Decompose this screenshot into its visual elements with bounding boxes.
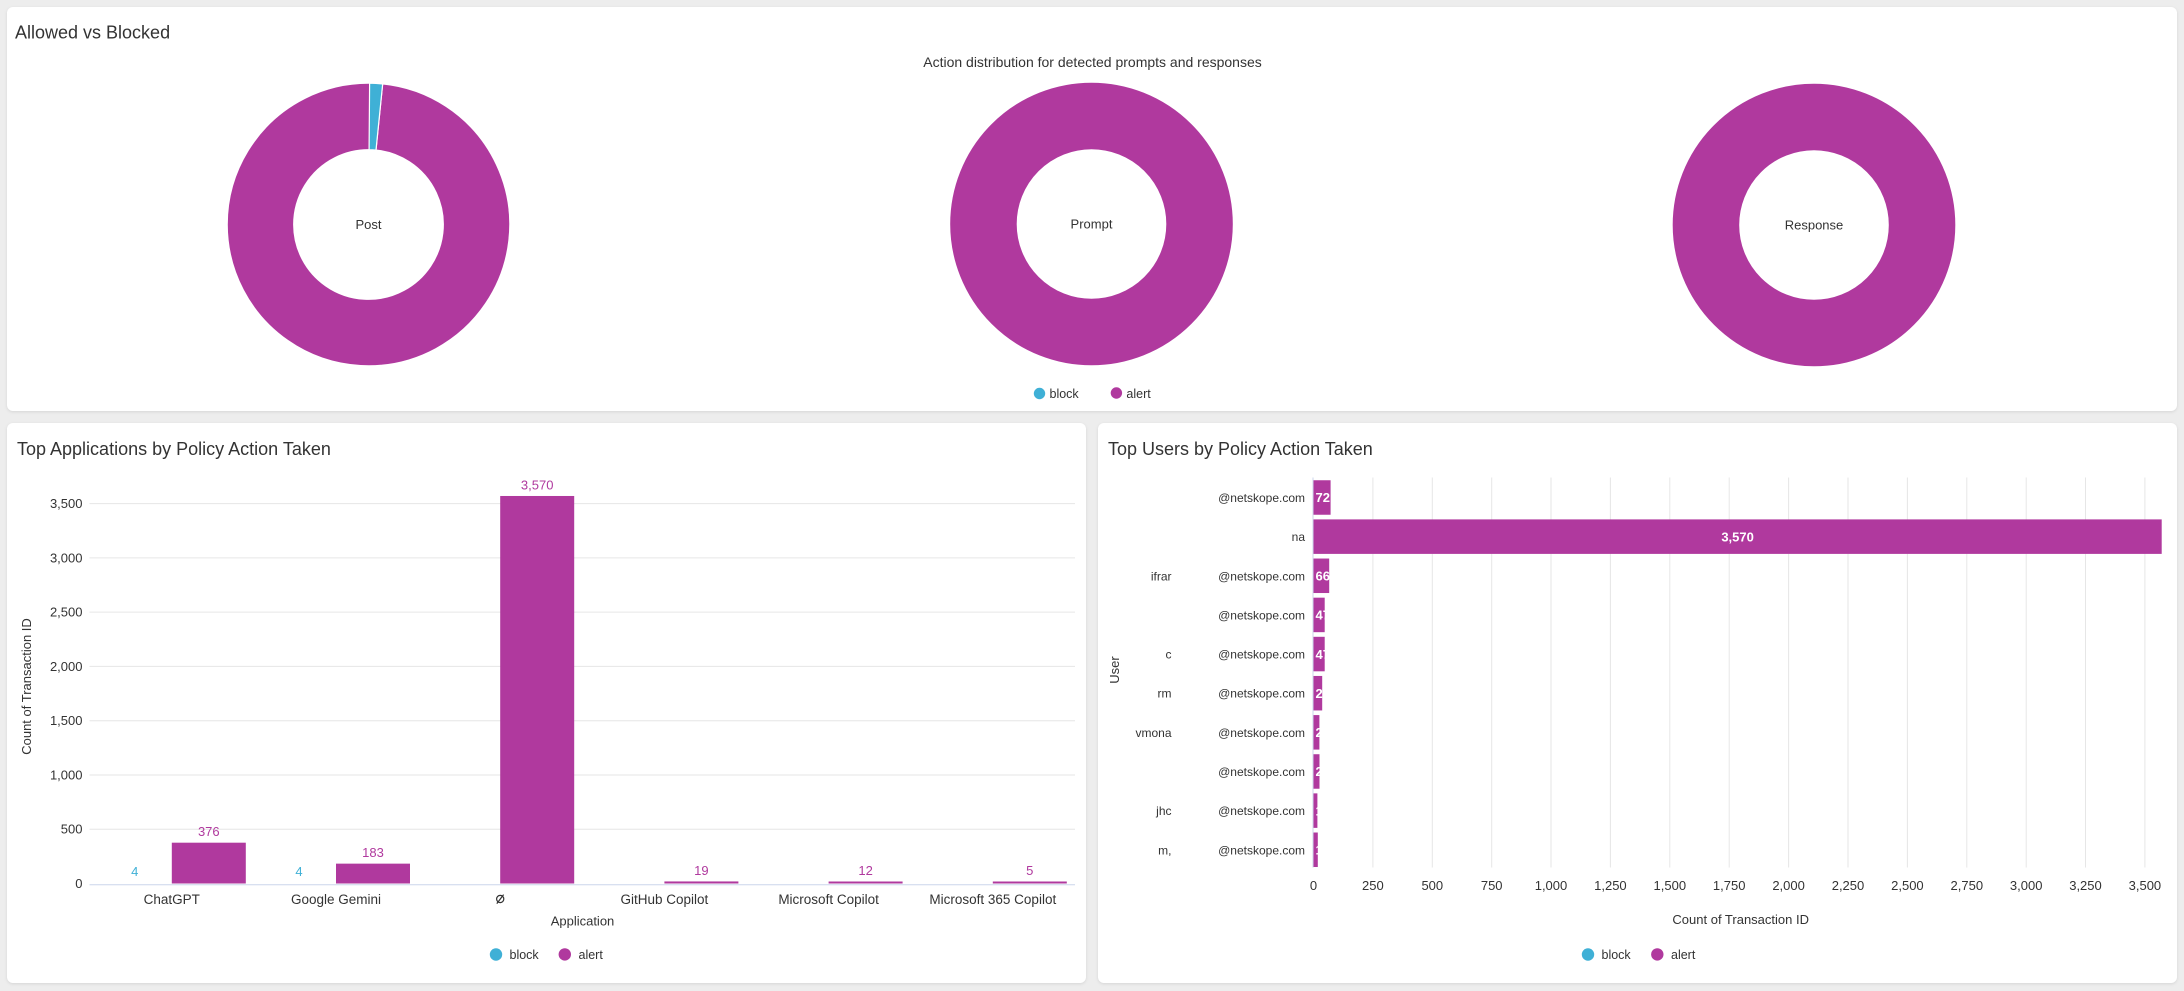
svg-text:alert: alert: [1671, 948, 1696, 962]
svg-text:Post: Post: [355, 217, 381, 232]
svg-text:@netskope.com: @netskope.com: [1218, 726, 1305, 740]
svg-text:1,250: 1,250: [1594, 878, 1627, 893]
svg-text:2,750: 2,750: [1951, 878, 1984, 893]
svg-text:3,000: 3,000: [2010, 878, 2043, 893]
svg-text:Count of Transaction ID: Count of Transaction ID: [1672, 912, 1809, 927]
svg-text:Top Applications by Policy Act: Top Applications by Policy Action Taken: [17, 439, 331, 459]
svg-text:12: 12: [858, 863, 872, 878]
svg-text:2,000: 2,000: [1772, 878, 1805, 893]
svg-text:Count of Transaction ID: Count of Transaction ID: [19, 618, 34, 755]
svg-text:750: 750: [1481, 878, 1503, 893]
svg-text:alert: alert: [579, 948, 604, 962]
svg-text:4: 4: [295, 864, 302, 879]
svg-text:3,570: 3,570: [1721, 529, 1754, 544]
svg-text:1,500: 1,500: [1654, 878, 1687, 893]
svg-text:2,250: 2,250: [1832, 878, 1865, 893]
svg-text:29: 29: [1316, 686, 1330, 701]
svg-text:17: 17: [1316, 803, 1330, 818]
svg-text:User: User: [1107, 656, 1122, 684]
svg-text:1,750: 1,750: [1713, 878, 1746, 893]
svg-text:15: 15: [1316, 843, 1330, 858]
svg-text:na: na: [1292, 530, 1306, 544]
svg-text:alert: alert: [1126, 387, 1151, 401]
svg-text:66: 66: [1316, 569, 1330, 584]
svg-text:@netskope.com: @netskope.com: [1218, 569, 1305, 583]
svg-text:Prompt: Prompt: [1071, 217, 1113, 232]
svg-text:3,570: 3,570: [521, 478, 554, 493]
svg-text:500: 500: [1421, 878, 1443, 893]
svg-text:Microsoft 365 Copilot: Microsoft 365 Copilot: [929, 892, 1056, 907]
svg-text:3,500: 3,500: [2129, 878, 2162, 893]
svg-text:ChatGPT: ChatGPT: [144, 892, 200, 907]
svg-text:vmona: vmona: [1135, 726, 1171, 740]
svg-text:47: 47: [1316, 647, 1330, 662]
svg-text:3,250: 3,250: [2069, 878, 2102, 893]
svg-text:3,500: 3,500: [50, 496, 83, 511]
svg-text:block: block: [1602, 948, 1632, 962]
svg-text:Response: Response: [1785, 218, 1844, 233]
svg-text:@netskope.com: @netskope.com: [1218, 765, 1305, 779]
svg-text:@netskope.com: @netskope.com: [1218, 843, 1305, 857]
svg-text:2,000: 2,000: [50, 659, 83, 674]
svg-text:250: 250: [1362, 878, 1384, 893]
svg-text:0: 0: [75, 876, 82, 891]
svg-text:500: 500: [61, 822, 83, 837]
svg-text:GitHub Copilot: GitHub Copilot: [621, 892, 709, 907]
svg-text:Microsoft Copilot: Microsoft Copilot: [778, 892, 879, 907]
svg-text:m,: m,: [1158, 843, 1171, 857]
svg-text:47: 47: [1316, 608, 1330, 623]
svg-text:Action distribution for detect: Action distribution for detected prompts…: [923, 54, 1262, 70]
svg-text:0: 0: [1310, 878, 1317, 893]
svg-text:ifrar: ifrar: [1151, 569, 1172, 583]
svg-text:4: 4: [131, 864, 138, 879]
svg-text:376: 376: [198, 824, 220, 839]
svg-text:Application: Application: [551, 914, 615, 929]
svg-text:block: block: [510, 948, 540, 962]
svg-text:2,500: 2,500: [1891, 878, 1924, 893]
svg-text:rm: rm: [1158, 687, 1172, 701]
svg-text:@netskope.com: @netskope.com: [1218, 804, 1305, 818]
svg-text:2,500: 2,500: [50, 605, 83, 620]
svg-text:jhc: jhc: [1155, 804, 1171, 818]
svg-text:@netskope.com: @netskope.com: [1218, 687, 1305, 701]
svg-text:26: 26: [1316, 725, 1330, 740]
svg-text:@netskope.com: @netskope.com: [1218, 608, 1305, 622]
svg-text:block: block: [1050, 387, 1080, 401]
svg-text:1,000: 1,000: [1535, 878, 1568, 893]
svg-text:Google Gemini: Google Gemini: [291, 892, 381, 907]
svg-text:19: 19: [694, 863, 708, 878]
svg-text:72: 72: [1316, 490, 1330, 505]
svg-text:1,500: 1,500: [50, 713, 83, 728]
svg-text:Allowed vs Blocked: Allowed vs Blocked: [15, 23, 170, 43]
svg-text:c: c: [1166, 648, 1172, 662]
svg-text:Top Users by Policy Action Tak: Top Users by Policy Action Taken: [1108, 439, 1373, 459]
svg-text:3,000: 3,000: [50, 550, 83, 565]
svg-text:1,000: 1,000: [50, 768, 83, 783]
svg-text:5: 5: [1026, 863, 1033, 878]
svg-text:@netskope.com: @netskope.com: [1218, 648, 1305, 662]
svg-text:24: 24: [1316, 764, 1331, 779]
svg-text:183: 183: [362, 845, 384, 860]
svg-text:@netskope.com: @netskope.com: [1218, 491, 1305, 505]
